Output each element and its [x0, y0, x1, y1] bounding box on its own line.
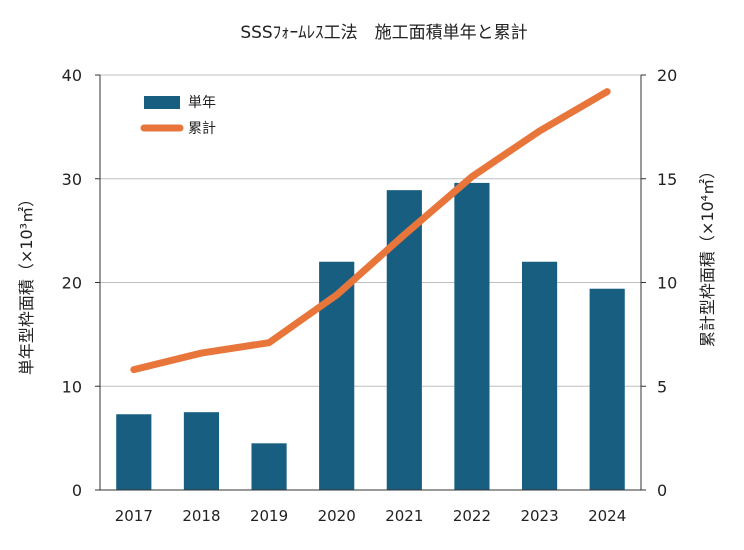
right-tick-label: 20 — [657, 66, 677, 85]
x-tick-label: 2024 — [588, 507, 626, 525]
legend-bar-label: 単年 — [188, 95, 216, 111]
x-tick-label: 2017 — [115, 507, 153, 525]
legend-bar-swatch — [144, 96, 180, 109]
bar-2023 — [522, 262, 557, 490]
left-tick-label: 40 — [62, 66, 82, 85]
bar-2019 — [251, 443, 286, 490]
right-tick-label: 5 — [657, 377, 667, 396]
right-tick-label: 0 — [657, 481, 667, 500]
right-axis-ticks: 0 5 10 15 20 — [641, 66, 677, 500]
bar-2024 — [590, 289, 625, 490]
legend: 単年 累計 — [144, 95, 216, 137]
left-tick-label: 30 — [62, 170, 82, 189]
y-axis-label: 単年型枠面積（×10³㎡） — [17, 191, 36, 375]
bar-series — [116, 183, 625, 490]
x-tick-label: 2018 — [182, 507, 220, 525]
x-tick-label: 2023 — [520, 507, 558, 525]
chart-title: SSSﾌｫｰﾑﾚｽ工法 施工面積単年と累計 — [240, 23, 527, 43]
right-tick-label: 10 — [657, 274, 677, 293]
bar-2017 — [116, 414, 151, 490]
x-tick-label: 2019 — [250, 507, 288, 525]
legend-line-label: 累計 — [188, 121, 216, 137]
x-tick-label: 2021 — [385, 507, 423, 525]
x-axis-ticks: 2017 2018 2019 2020 2021 2022 2023 2024 — [115, 507, 627, 525]
right-tick-label: 15 — [657, 170, 677, 189]
x-tick-label: 2020 — [318, 507, 356, 525]
bar-2022 — [454, 183, 489, 490]
left-tick-label: 0 — [72, 481, 82, 500]
left-tick-label: 20 — [62, 274, 82, 293]
y2-axis-label: 累計型枠面積（×10⁴㎡） — [698, 163, 717, 347]
left-axis-ticks: 0 10 20 30 40 — [62, 66, 100, 500]
left-tick-label: 10 — [62, 377, 82, 396]
x-tick-label: 2022 — [453, 507, 491, 525]
bar-2018 — [184, 412, 219, 490]
